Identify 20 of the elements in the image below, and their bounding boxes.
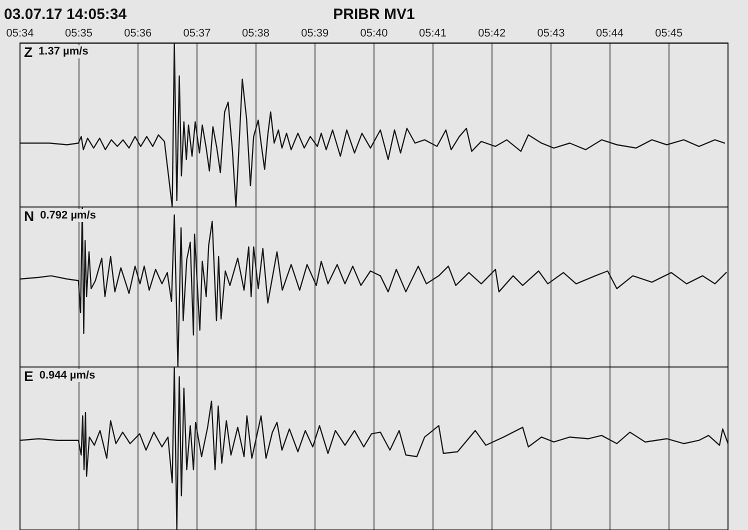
x-tick-label: 05:40 (360, 28, 388, 40)
x-tick-label: 05:38 (242, 28, 270, 40)
x-tick-label: 05:44 (596, 28, 624, 40)
x-tick-label: 05:45 (655, 28, 683, 40)
x-tick-label: 05:35 (65, 28, 93, 40)
x-tick-label: 05:34 (6, 28, 34, 40)
x-tick-label: 05:42 (478, 28, 506, 40)
x-tick-label: 05:36 (124, 28, 152, 40)
chart-subtitle: PRIBR MV1 (333, 6, 415, 23)
text: E (24, 368, 34, 384)
chart-title: 03.07.17 14:05:34 (4, 6, 127, 23)
text: Z (24, 44, 33, 60)
text: N (24, 208, 34, 224)
annotation: 1.37 µm/s (38, 46, 88, 58)
x-tick-label: 05:37 (183, 28, 211, 40)
x-tick-label: 05:41 (419, 28, 447, 40)
annotation: 0.792 µm/s (40, 210, 96, 222)
x-tick-label: 05:43 (537, 28, 565, 40)
annotation: 0.944 µm/s (39, 370, 96, 382)
x-tick-label: 05:39 (301, 28, 329, 40)
